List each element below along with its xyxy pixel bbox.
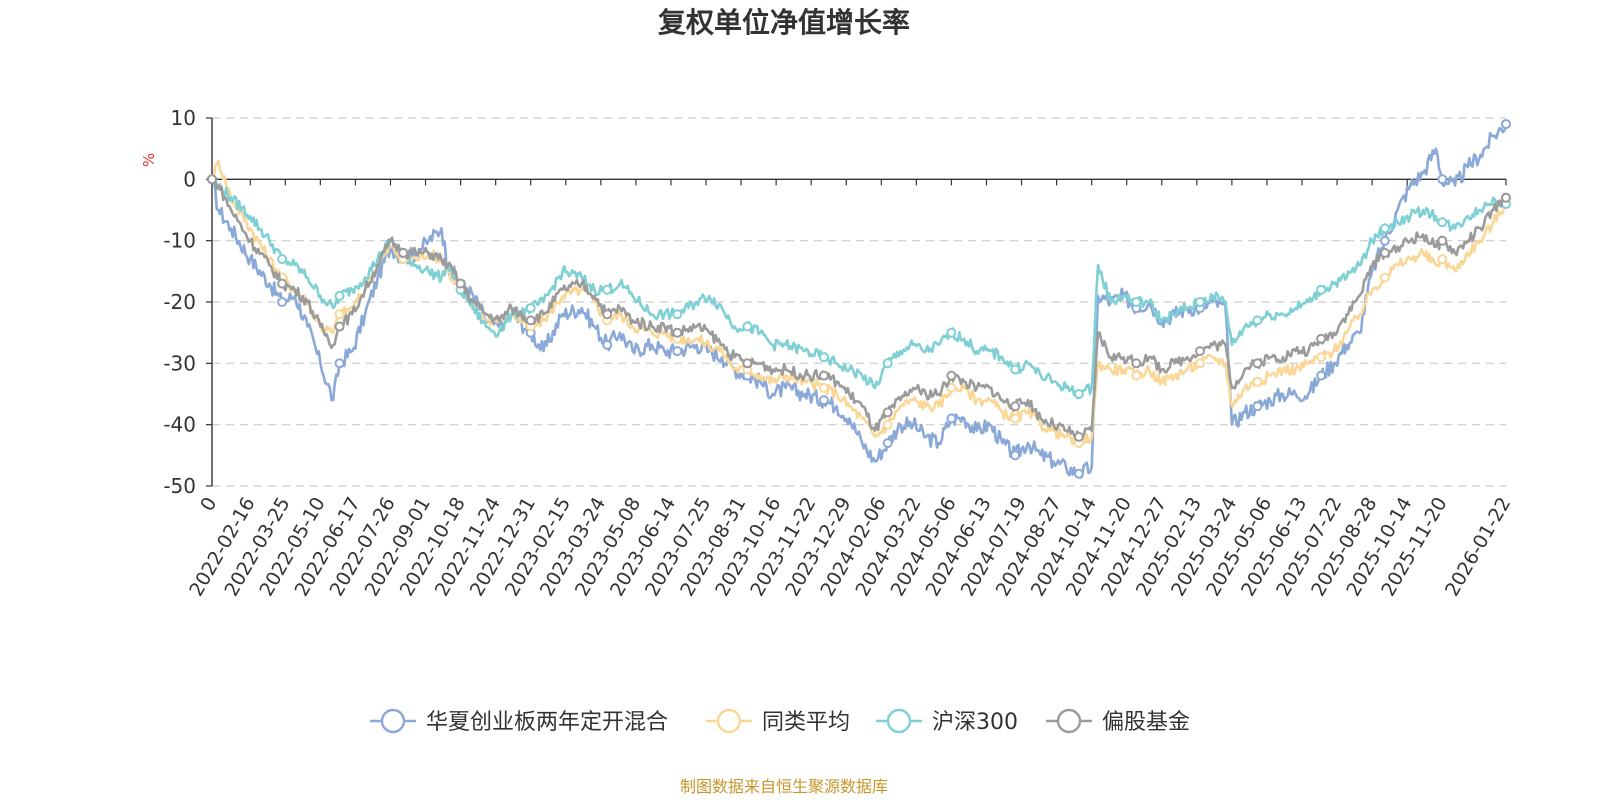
series-point-3 [455, 278, 466, 289]
series-point-1 [1379, 272, 1390, 283]
series-point-3 [334, 321, 345, 332]
series-point-1 [1437, 254, 1448, 265]
series-point-2 [1073, 389, 1084, 399]
legend-label: 沪深300 [932, 710, 1018, 735]
series-point-0 [1252, 401, 1263, 412]
y-tick-labels: 10 0 -10 -20 -30 -40 -50 [163, 106, 196, 498]
series-point-1 [334, 309, 345, 320]
x-tick-labels: 02022-02-162022-03-252022-05-102022-06-1… [185, 494, 1515, 601]
series-point-2 [818, 352, 829, 363]
series-point-3 [672, 327, 683, 338]
legend-item-0[interactable]: 华夏创业板两年定开混合 [370, 708, 668, 735]
series-point-3 [1379, 247, 1390, 258]
series-point-1 [1131, 370, 1142, 381]
series-point-2 [525, 303, 536, 314]
series-point-3 [602, 309, 613, 320]
series-point-2 [1316, 284, 1327, 295]
series-point-2 [602, 284, 613, 295]
series-point-2 [1252, 315, 1263, 326]
series-point-3 [946, 370, 957, 381]
series-point-3 [525, 315, 536, 326]
legend-label: 偏股基金 [1102, 710, 1190, 735]
series-point-1 [1316, 352, 1327, 363]
series-point-2 [672, 309, 683, 320]
y-tick-label: -30 [163, 351, 196, 375]
series-point-1 [818, 382, 829, 393]
series-point-3 [277, 278, 288, 289]
series-point-0 [882, 438, 893, 449]
legend-label: 同类平均 [762, 710, 850, 735]
series-point-1 [882, 419, 893, 430]
series-line-1 [211, 159, 1508, 447]
series-point-3 [818, 370, 829, 381]
source-note: 制图数据来自恒生聚源数据库 [680, 777, 888, 796]
y-tick-label: -40 [163, 413, 196, 437]
legend-swatch-marker [1056, 708, 1082, 734]
series-point-3 [1252, 358, 1263, 369]
series-point-0 [277, 297, 288, 307]
series-point-0 [1501, 119, 1511, 130]
series-point-2 [1379, 223, 1390, 234]
legend-swatch-marker [886, 708, 912, 734]
legend-swatch-marker [716, 708, 742, 734]
series-point-0 [602, 339, 613, 350]
series-point-0 [1010, 450, 1021, 461]
legend-swatch-marker [380, 708, 406, 734]
series-point-0 [1379, 235, 1390, 246]
series-point-0 [1316, 370, 1327, 381]
series-point-3 [882, 407, 893, 418]
series-point-2 [1131, 297, 1142, 307]
series-lines [207, 119, 1511, 480]
series-point-0 [946, 413, 957, 424]
series-point-3 [1437, 235, 1448, 246]
series-point-1 [1195, 358, 1205, 369]
series-point-3 [1010, 401, 1021, 412]
legend-label: 华夏创业板两年定开混合 [426, 710, 668, 735]
series-point-2 [882, 358, 893, 369]
y-tick-label: -20 [163, 290, 196, 314]
series-point-3 [1316, 333, 1327, 344]
y-tick-label: -10 [163, 229, 196, 253]
series-point-2 [277, 254, 288, 265]
series-point-0 [1437, 174, 1448, 185]
series-line-3 [211, 178, 1508, 440]
series-point-3 [398, 247, 409, 258]
series-point-2 [742, 321, 753, 332]
x-tick-label: 2026-01-22 [1441, 494, 1515, 601]
series-point-2 [1437, 217, 1448, 228]
y-tick-label: -50 [163, 474, 196, 498]
series-point-1 [946, 382, 957, 393]
chart-title: 复权单位净值增长率 [658, 6, 910, 39]
legend[interactable]: 华夏创业板两年定开混合 同类平均 沪深300 偏股基金 [370, 708, 1190, 735]
x-tick-label: 0 [196, 494, 221, 515]
series-point-3 [742, 358, 753, 369]
series-point-0 [334, 358, 345, 369]
series-line-0 [211, 123, 1508, 480]
series-point-2 [946, 327, 957, 338]
series-point-1 [1010, 413, 1021, 424]
legend-item-2[interactable]: 沪深300 [876, 708, 1018, 735]
series-line-2 [210, 178, 1508, 400]
series-point-3 [207, 174, 217, 185]
series-point-0 [672, 346, 683, 357]
series-point-3 [1131, 358, 1142, 369]
series-point-3 [1073, 431, 1084, 442]
y-tick-label: 0 [183, 167, 196, 191]
series-point-3 [1501, 192, 1511, 203]
series-point-0 [1073, 468, 1084, 479]
y-tick-label: 10 [171, 106, 196, 130]
series-point-2 [1010, 364, 1021, 375]
legend-item-3[interactable]: 偏股基金 [1046, 708, 1190, 735]
series-point-2 [1195, 297, 1205, 307]
legend-item-1[interactable]: 同类平均 [706, 708, 850, 735]
series-point-2 [334, 290, 345, 301]
series-point-0 [818, 395, 829, 406]
y-axis-unit: % [140, 153, 158, 167]
series-point-1 [1252, 376, 1263, 387]
series-point-3 [1195, 346, 1205, 357]
